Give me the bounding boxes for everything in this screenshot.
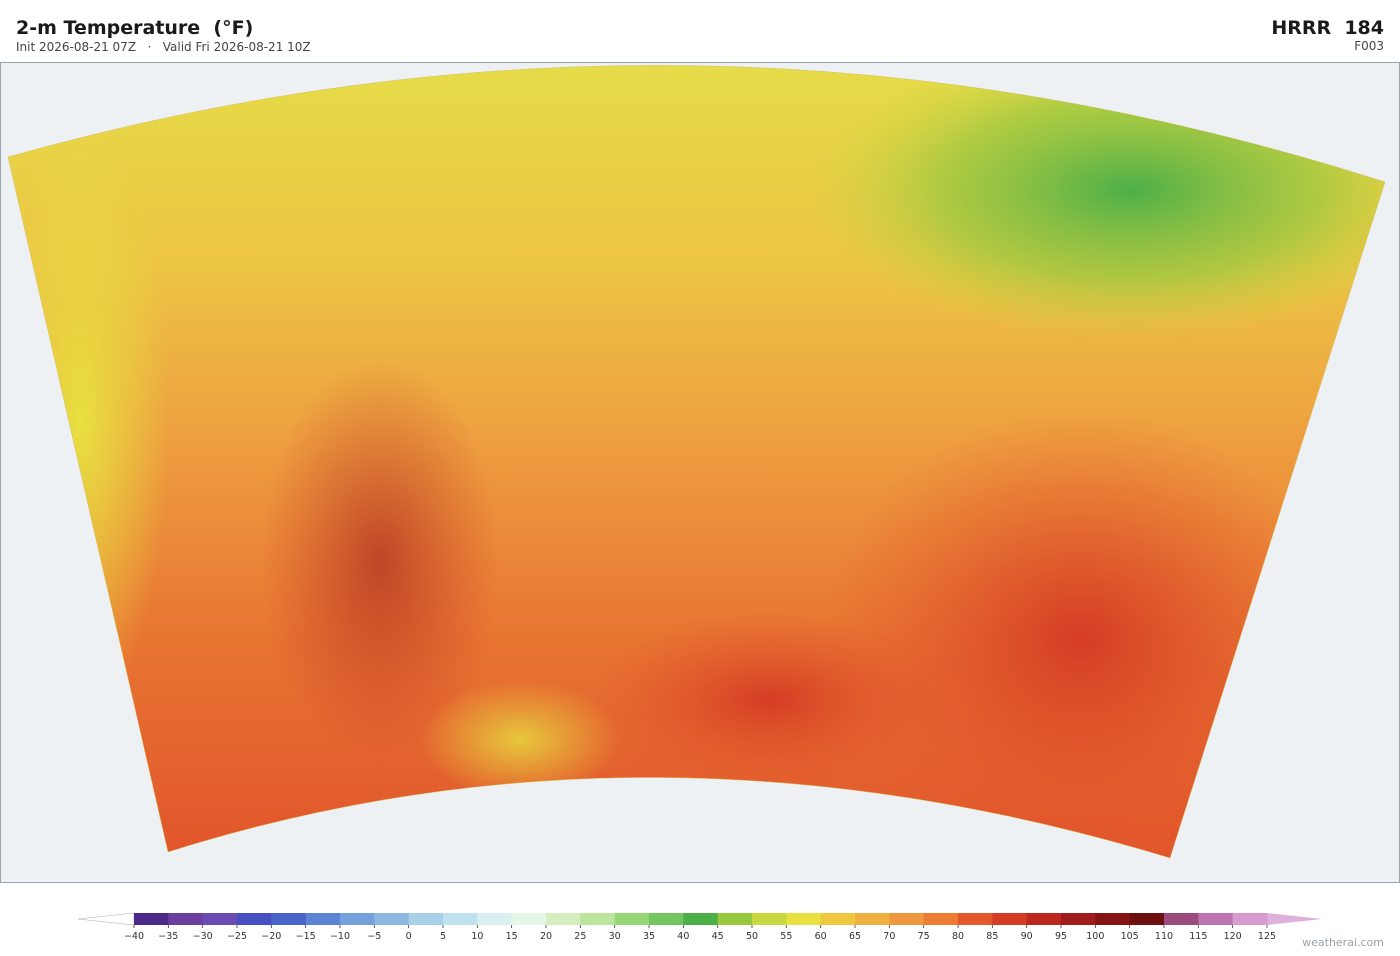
- colorbar-tick-label: 15: [506, 931, 518, 942]
- colorbar-tick-label: 25: [574, 931, 586, 942]
- colorbar-segment: [683, 913, 719, 925]
- colorbar-tick-label: 45: [712, 931, 724, 942]
- title: 2-m Temperature (°F): [16, 17, 253, 39]
- colorbar-segment: [649, 913, 684, 925]
- colorbar-tick-label: −35: [158, 931, 178, 942]
- colorbar-tick-label: −20: [261, 931, 281, 942]
- subtitle: Init 2026-08-21 07Z · Valid Fri 2026-08-…: [16, 40, 311, 54]
- colorbar-segment: [1129, 913, 1165, 925]
- colorbar-segment: [237, 913, 272, 925]
- colorbar-tick-label: 105: [1121, 931, 1139, 942]
- colorbar-segment: [580, 913, 616, 925]
- colorbar-segment: [340, 913, 375, 925]
- colorbar-tick-label: 5: [440, 931, 446, 942]
- colorbar-segment: [820, 913, 856, 925]
- colorbar-segment: [408, 913, 444, 925]
- colorbar-tick-label: 60: [815, 931, 827, 942]
- model: HRRR 184: [1271, 17, 1384, 39]
- colorbar-tick-label: 40: [677, 931, 689, 942]
- colorbar-segment: [786, 913, 822, 925]
- colorbar-tick-label: 70: [883, 931, 895, 942]
- colorbar-tick-label: 20: [540, 931, 552, 942]
- watermark: weatherai.com: [1302, 936, 1384, 949]
- colorbar-tick-label: 75: [918, 931, 930, 942]
- colorbar-tick-label: 85: [986, 931, 998, 942]
- colorbar-segment: [1026, 913, 1062, 925]
- colorbar-tick-label: −25: [227, 931, 247, 942]
- colorbar-tick-label: 65: [849, 931, 861, 942]
- colorbar-segment: [511, 913, 547, 925]
- colorbar-segment: [168, 913, 204, 925]
- colorbar-tick-label: 100: [1086, 931, 1104, 942]
- colorbar-tick-label: 120: [1224, 931, 1242, 942]
- colorbar-segment: [958, 913, 993, 925]
- colorbar-tick-label: 50: [746, 931, 758, 942]
- colorbar-segment: [374, 913, 410, 925]
- colorbar-segment: [923, 913, 959, 925]
- colorbar-tick-label: 95: [1055, 931, 1067, 942]
- colorbar-segment: [202, 913, 238, 925]
- colorbar-tick-label: 80: [952, 931, 964, 942]
- colorbar-segment: [855, 913, 890, 925]
- colorbar-tick-label: −5: [367, 931, 381, 942]
- colorbar-tick-label: −15: [296, 931, 316, 942]
- colorbar-tick-label: −10: [330, 931, 350, 942]
- colorbar-segment: [889, 913, 925, 925]
- colorbar-segment: [1198, 913, 1234, 925]
- colorbar-segment: [134, 913, 169, 925]
- colorbar-tick-label: 35: [643, 931, 655, 942]
- colorbar-tick-label: −40: [124, 931, 144, 942]
- colorbar-tick-label: 90: [1021, 931, 1033, 942]
- colorbar-segment: [717, 913, 753, 925]
- colorbar-tick-label: 125: [1258, 931, 1276, 942]
- colorbar-segment: [305, 913, 341, 925]
- forecast-hour: F003: [1354, 39, 1384, 53]
- colorbar-segment: [271, 913, 307, 925]
- domain-outline: [7, 65, 1386, 859]
- colorbar-tick-label: −30: [193, 931, 213, 942]
- colorbar-tick-label: 55: [780, 931, 792, 942]
- colorbar-segment: [752, 913, 787, 925]
- colorbar-tick-label: 10: [471, 931, 483, 942]
- colorbar-segment: [1061, 913, 1096, 925]
- colorbar-tick-label: 0: [406, 931, 412, 942]
- temperature-field: [8, 65, 1385, 859]
- colorbar-tick-label: 110: [1155, 931, 1173, 942]
- colorbar-tick-label: 115: [1189, 931, 1207, 942]
- colorbar-segment: [614, 913, 650, 925]
- colorbar: −40 −35 −30 −25 −20 −15 −10 −5 0 5 10 15 20 25 30 35 40 4…: [77, 912, 1322, 942]
- colorbar-segment: [443, 913, 478, 925]
- colorbar-segment: [1164, 913, 1199, 925]
- colorbar-segment: [1095, 913, 1131, 925]
- colorbar-segment: [477, 913, 513, 925]
- colorbar-segment: [546, 913, 581, 925]
- colorbar-tick-label: 30: [609, 931, 621, 942]
- colorbar-over: [1267, 913, 1322, 925]
- colorbar-segment: [1232, 913, 1268, 925]
- colorbar-segment: [992, 913, 1028, 925]
